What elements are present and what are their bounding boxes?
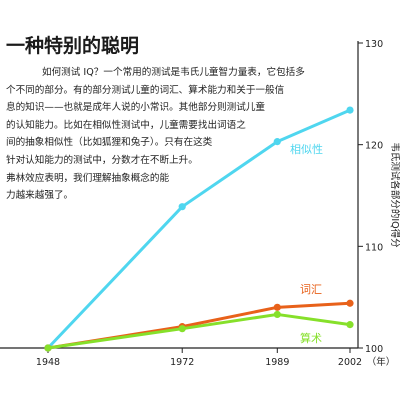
text-line: 息的知识——也就是成年人说的小常识。其他部分则测试儿童 [6,102,266,114]
y-tick-label: 110 [365,242,383,253]
data-point [346,299,354,307]
text-line: 间的抽象相似性（比如狐狸和兔子）。只有在这类 [6,137,213,149]
y-tick-label: 130 [365,39,383,50]
x-tick-label: 2002 [338,357,362,368]
series-label: 算术 [300,331,322,345]
text-line: 针对认知能力的测试中，分数才在不断上升。 [6,154,198,166]
x-unit-label: （年） [367,356,396,368]
series-label: 相似性 [290,142,323,156]
data-point [273,138,281,146]
data-point [273,310,281,319]
text-line: 力越来越强了。 [6,190,74,202]
data-point [178,203,186,211]
y-axis-label: 韦氏测试各部分的IQ得分 [389,142,400,248]
article-text: 如何测试 IQ？一个常用的测试是韦氏儿童智力量表，它包括多 个不同的部分。有的部… [6,64,305,205]
series-line [46,108,351,350]
y-tick-label: 100 [365,344,383,355]
text-line: 弗林效应表明，我们理解抽象概念的能 [6,172,170,184]
page-title: 一种特别的聪明 [6,34,139,57]
x-tick-label: 1948 [36,357,60,368]
data-point [346,321,354,329]
text-line: 如何测试 IQ？一个常用的测试是韦氏儿童智力量表，它包括多 [42,67,305,78]
series-line [47,312,351,350]
series-label: 词汇 [300,283,322,296]
data-point [346,106,354,114]
data-point [44,344,52,352]
chart-axes: 1948 1972 1989 2002 （年）100 110 120 130 韦氏测试各部分的I… [0,39,400,368]
x-tick-label: 1972 [170,357,194,368]
x-tick-label: 1989 [265,357,289,368]
data-point [273,303,281,311]
text-line: 个不同的部分。有的部分测试儿童的词汇、算术能力和关于一般信 [6,84,285,96]
y-tick-label: 120 [365,141,383,152]
text-line: 的认知能力。比如在相似性测试中，儿童需要找出词语之 [6,119,246,131]
data-point [178,325,186,333]
chart-series [44,106,354,352]
